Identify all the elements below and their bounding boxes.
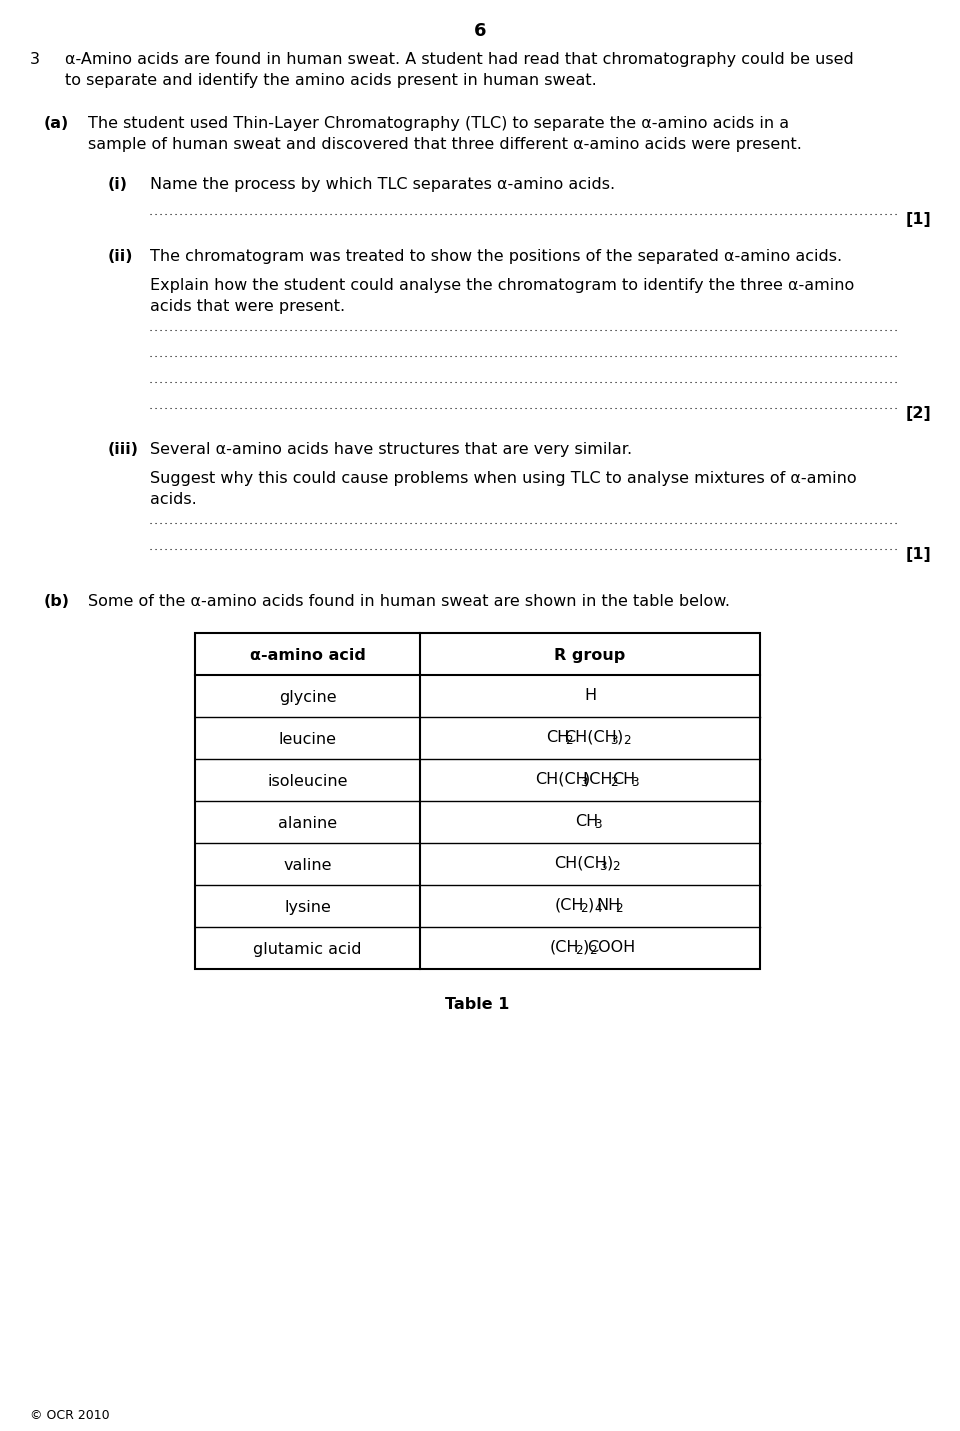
Text: Suggest why this could cause problems when using TLC to analyse mixtures of α-am: Suggest why this could cause problems wh… (150, 471, 856, 487)
Text: The chromatogram was treated to show the positions of the separated α-amino acid: The chromatogram was treated to show the… (150, 249, 842, 263)
Text: 2: 2 (610, 776, 617, 788)
Text: R group: R group (554, 648, 626, 663)
Text: α-amino acid: α-amino acid (250, 648, 366, 663)
Text: The student used Thin-Layer Chromatography (TLC) to separate the α-amino acids i: The student used Thin-Layer Chromatograp… (88, 116, 789, 132)
Text: Explain how the student could analyse the chromatogram to identify the three α-a: Explain how the student could analyse th… (150, 278, 854, 293)
Text: 2: 2 (615, 902, 623, 914)
Text: 2: 2 (581, 902, 588, 914)
Text: CH(CH: CH(CH (536, 771, 588, 787)
Text: ): ) (583, 940, 589, 954)
Text: [2]: [2] (906, 406, 932, 421)
Text: glycine: glycine (278, 690, 336, 705)
Text: 3: 3 (581, 776, 588, 788)
Text: (CH: (CH (550, 940, 579, 954)
Text: isoleucine: isoleucine (267, 774, 348, 788)
Text: CH: CH (575, 813, 599, 829)
Text: sample of human sweat and discovered that three different α-amino acids were pre: sample of human sweat and discovered tha… (88, 137, 802, 152)
Text: 6: 6 (473, 21, 487, 40)
Text: 3: 3 (631, 776, 638, 788)
Text: valine: valine (283, 859, 332, 873)
Text: ): ) (588, 897, 594, 913)
Text: )CH: )CH (584, 771, 613, 787)
Text: (iii): (iii) (108, 442, 139, 456)
Text: lysine: lysine (284, 900, 331, 914)
Text: 2: 2 (564, 734, 572, 747)
Text: alanine: alanine (278, 816, 337, 831)
Text: (b): (b) (44, 594, 70, 610)
Text: Several α-amino acids have structures that are very similar.: Several α-amino acids have structures th… (150, 442, 632, 456)
Text: Name the process by which TLC separates α-amino acids.: Name the process by which TLC separates … (150, 177, 615, 192)
Text: © OCR 2010: © OCR 2010 (30, 1410, 109, 1422)
Bar (195, 633, 760, 969)
Text: CH(CH: CH(CH (564, 730, 617, 744)
Text: ): ) (607, 856, 612, 870)
Text: 3: 3 (599, 860, 607, 873)
Text: 2: 2 (623, 734, 631, 747)
Text: NH: NH (596, 897, 621, 913)
Text: (a): (a) (44, 116, 69, 132)
Text: glutamic acid: glutamic acid (253, 942, 362, 957)
Text: Table 1: Table 1 (445, 997, 510, 1012)
Text: (CH: (CH (555, 897, 585, 913)
Text: 3: 3 (610, 734, 617, 747)
Text: [1]: [1] (906, 212, 932, 228)
Text: [1]: [1] (906, 547, 932, 562)
Text: acids.: acids. (150, 492, 197, 507)
Text: ): ) (617, 730, 623, 744)
Text: CH: CH (612, 771, 636, 787)
Text: 3: 3 (594, 819, 602, 831)
Text: 2: 2 (589, 944, 597, 957)
Text: leucine: leucine (278, 733, 337, 747)
Text: 4: 4 (594, 902, 602, 914)
Text: 2: 2 (575, 944, 583, 957)
Text: (ii): (ii) (108, 249, 133, 263)
Text: CH(CH: CH(CH (554, 856, 607, 870)
Text: 2: 2 (612, 860, 620, 873)
Text: α-Amino acids are found in human sweat. A student had read that chromatography c: α-Amino acids are found in human sweat. … (65, 52, 853, 67)
Text: acids that were present.: acids that were present. (150, 299, 346, 313)
Text: Some of the α-amino acids found in human sweat are shown in the table below.: Some of the α-amino acids found in human… (88, 594, 730, 610)
Text: CH: CH (546, 730, 569, 744)
Text: 3: 3 (30, 52, 40, 67)
Text: COOH: COOH (588, 940, 636, 954)
Text: (i): (i) (108, 177, 128, 192)
Text: to separate and identify the amino acids present in human sweat.: to separate and identify the amino acids… (65, 73, 597, 87)
Text: H: H (584, 687, 596, 703)
